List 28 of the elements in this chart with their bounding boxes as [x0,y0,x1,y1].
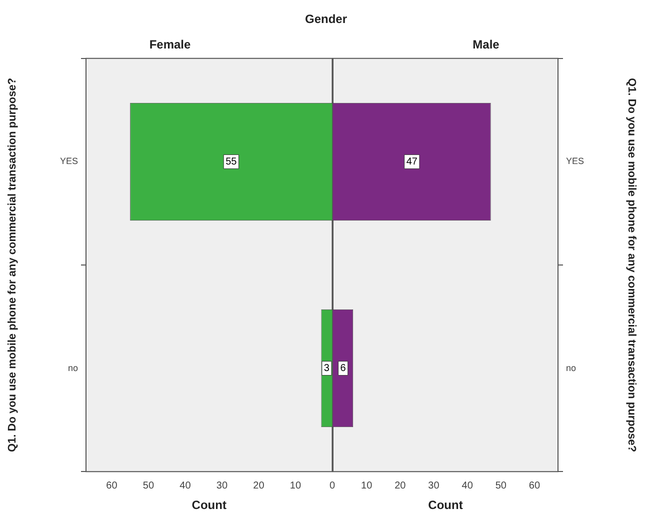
y-axis-title: Q1. Do you use mobile phone for any commercial transaction purpose? [6,78,19,452]
x-tick-label: 60 [106,480,118,492]
y-tick-label: no [566,362,576,373]
x-tick-label: 60 [528,480,540,492]
x-axis-title: Count [428,498,463,512]
y-tick-label: YES [566,156,584,166]
x-tick-label: 50 [142,480,154,492]
data-label: 47 [406,156,418,168]
x-tick-label: 20 [253,480,265,492]
x-tick-label: 0 [329,480,336,492]
x-tick-label: 30 [428,480,440,492]
x-tick-label: 10 [361,480,373,492]
y-axis-title: Q1. Do you use mobile phone for any commercial transaction purpose? [625,78,638,452]
x-tick-label: 30 [216,480,228,492]
data-label: 3 [324,363,330,374]
data-label: 6 [340,363,346,374]
x-tick-label: 40 [462,480,474,492]
x-tick-label: 10 [290,480,302,492]
data-label: 55 [226,156,238,168]
chart-title: Female [149,38,191,52]
x-tick-label: 50 [495,480,507,492]
x-axis-title: Count [192,498,226,512]
x-tick-label: 40 [180,480,192,492]
chart-title: Male [472,38,500,52]
x-tick-label: 20 [394,480,406,492]
y-tick-label: no [68,362,78,373]
text: Gender [304,12,348,26]
y-tick-label: YES [60,156,78,166]
